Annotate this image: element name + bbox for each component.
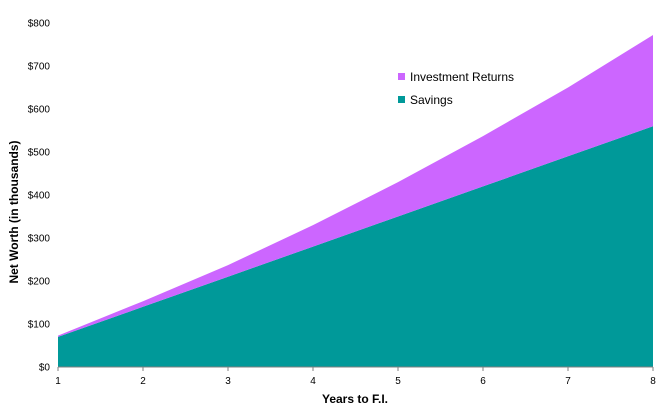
y-tick-label: $0: [39, 363, 51, 374]
area-layer: [58, 35, 653, 367]
y-tick-label: $600: [28, 105, 51, 116]
legend: Investment Returns Savings: [398, 70, 514, 107]
y-axis-ticks: $0 $100 $200 $300 $400 $500 $600 $700 $800: [28, 19, 51, 374]
x-tick-label: 5: [395, 376, 401, 387]
legend-item: Investment Returns: [398, 70, 514, 84]
x-tick-label: 3: [225, 376, 231, 387]
legend-label: Savings: [410, 93, 453, 107]
area-series-savings: [58, 126, 653, 367]
legend-swatch: [398, 73, 405, 80]
y-tick-label: $800: [28, 19, 51, 30]
x-tick-label: 4: [310, 376, 316, 387]
x-tick-label: 1: [55, 376, 61, 387]
y-tick-label: $700: [28, 62, 51, 73]
x-tick-label: 6: [480, 376, 486, 387]
legend-item: Savings: [398, 93, 453, 107]
y-tick-label: $300: [28, 234, 51, 245]
axes-layer: $0 $100 $200 $300 $400 $500 $600 $700 $800 1 2 3 4 5…: [28, 19, 656, 388]
y-axis-title: Net Worth (in thousands): [7, 140, 21, 283]
legend-label: Investment Returns: [410, 70, 514, 84]
y-tick-label: $400: [28, 191, 51, 202]
y-tick-label: $100: [28, 320, 51, 331]
x-axis-title: Years to F.I.: [322, 392, 388, 406]
legend-swatch: [398, 96, 405, 103]
y-tick-label: $500: [28, 148, 51, 159]
x-tick-label: 8: [650, 376, 656, 387]
y-tick-label: $200: [28, 277, 51, 288]
x-axis-ticks: 1 2 3 4 5 6 7 8: [55, 366, 656, 387]
x-tick-label: 7: [565, 376, 571, 387]
x-tick-label: 2: [140, 376, 146, 387]
